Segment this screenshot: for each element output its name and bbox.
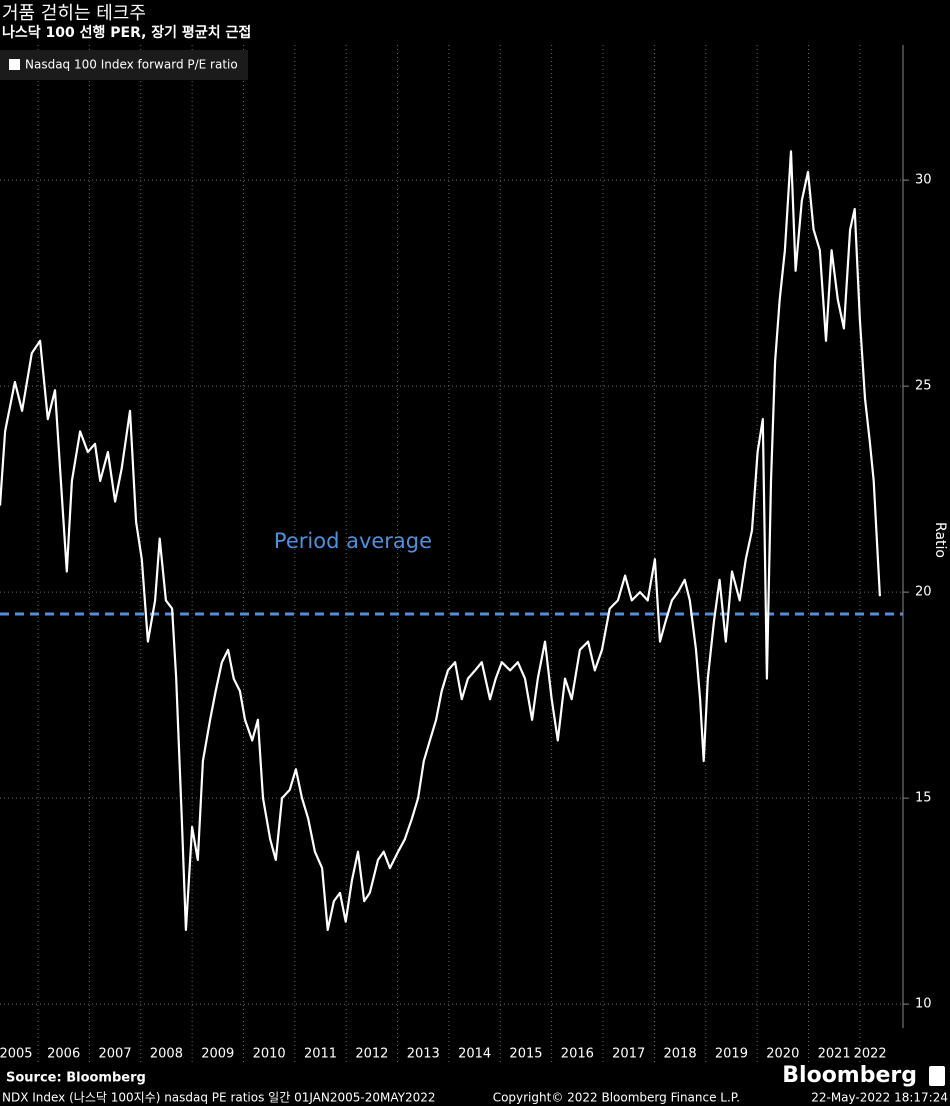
x-tick-label: 2015 (509, 1047, 542, 1062)
x-tick-label: 2006 (47, 1047, 80, 1062)
copyright: Copyright© 2022 Bloomberg Finance L.P. (493, 1091, 740, 1105)
x-tick-label: 2008 (150, 1047, 183, 1062)
x-tick-label: 2018 (664, 1047, 697, 1062)
x-tick-label: 2013 (407, 1047, 440, 1062)
brand: Bloomberg (782, 1063, 917, 1088)
x-tick-label: 2009 (201, 1047, 234, 1062)
x-tick-label: 2020 (766, 1047, 799, 1062)
x-tick-label: 2005 (0, 1047, 33, 1062)
x-tick-label: 2012 (355, 1047, 388, 1062)
legend-box (0, 50, 248, 80)
x-tick-label: 2016 (561, 1047, 594, 1062)
source: Source: Bloomberg (6, 1071, 146, 1086)
average-label: Period average (274, 529, 432, 553)
y-tick-label: 30 (915, 173, 932, 188)
y-axis-label: Ratio (932, 522, 948, 558)
legend-swatch (9, 59, 20, 70)
y-tick-label: 10 (915, 997, 932, 1012)
y-tick-label: 20 (915, 585, 932, 600)
x-tick-label: 2017 (612, 1047, 645, 1062)
data-line (0, 150, 881, 931)
x-tick-label: 2010 (253, 1047, 286, 1062)
chart-title: 거품 걷히는 테크주 (2, 3, 146, 24)
legend-label: Nasdaq 100 Index forward P/E ratio (25, 58, 238, 72)
x-tick-label: 2011 (304, 1047, 337, 1062)
timestamp: 22-May-2022 18:17:24 (811, 1091, 948, 1105)
x-tick-label: 2022 (854, 1047, 887, 1062)
x-tick-label: 2007 (99, 1047, 132, 1062)
x-tick-label: 2021 (818, 1047, 851, 1062)
footnote: NDX Index (나스닥 100지수) nasdaq PE ratios 일… (2, 1091, 436, 1105)
y-tick-label: 15 (915, 791, 932, 806)
chart-subtitle: 나스닥 100 선행 PER, 장기 평균치 근접 (2, 24, 251, 41)
x-tick-label: 2019 (715, 1047, 748, 1062)
y-tick-label: 25 (915, 379, 932, 394)
x-tick-label: 2014 (458, 1047, 491, 1062)
brand-icon (929, 1066, 945, 1086)
